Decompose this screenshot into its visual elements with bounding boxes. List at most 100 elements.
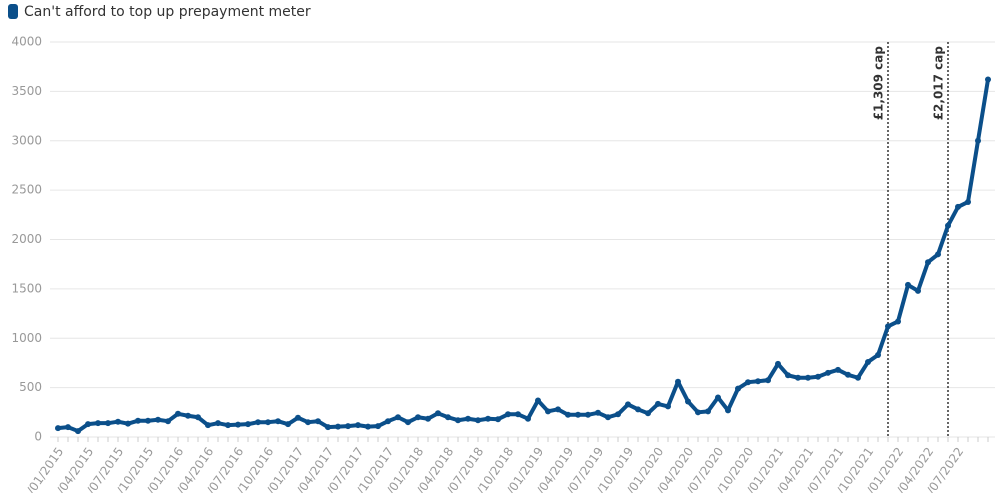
point: [185, 412, 191, 419]
cap-label: £2,017 cap: [932, 46, 946, 121]
point: [225, 422, 231, 429]
point: [665, 403, 671, 410]
point: [315, 418, 321, 425]
cap-label: £1,309 cap: [872, 46, 886, 121]
point: [865, 358, 871, 365]
point: [505, 411, 511, 418]
point: [445, 414, 451, 421]
point: [265, 419, 271, 426]
point: [895, 318, 901, 325]
y-tick-label: 1500: [11, 281, 42, 295]
point: [455, 417, 461, 424]
point: [535, 397, 541, 404]
point: [165, 418, 171, 425]
point: [145, 417, 151, 424]
legend-label: Can't afford to top up prepayment meter: [24, 4, 311, 20]
point: [655, 400, 661, 407]
point: [105, 420, 111, 427]
point: [855, 374, 861, 381]
point: [375, 423, 381, 430]
point: [355, 422, 361, 429]
point: [345, 423, 351, 430]
point: [85, 421, 91, 428]
y-tick-label: 500: [19, 380, 42, 394]
point: [65, 424, 71, 431]
point: [825, 369, 831, 376]
point: [515, 411, 521, 418]
point: [255, 419, 261, 426]
point: [675, 378, 681, 385]
point: [945, 222, 951, 229]
point: [925, 259, 931, 266]
point: [525, 415, 531, 422]
point: [625, 401, 631, 408]
point: [385, 418, 391, 425]
point: [305, 419, 311, 426]
point: [245, 421, 251, 428]
point: [365, 423, 371, 430]
point: [815, 373, 821, 380]
point: [695, 409, 701, 416]
point: [795, 374, 801, 381]
point: [935, 251, 941, 258]
point: [75, 428, 81, 435]
point: [705, 408, 711, 415]
point: [975, 137, 981, 144]
point: [905, 281, 911, 288]
point: [155, 416, 161, 423]
point: [885, 323, 891, 330]
point: [565, 411, 571, 418]
point: [125, 420, 131, 427]
point: [235, 421, 241, 428]
point: [275, 418, 281, 425]
point: [195, 414, 201, 421]
point: [635, 406, 641, 413]
point: [745, 379, 751, 386]
point: [835, 366, 841, 373]
point: [95, 420, 101, 427]
y-tick-label: 0: [34, 430, 42, 444]
point: [405, 419, 411, 426]
point: [775, 360, 781, 367]
series-line: [57, 79, 990, 434]
point: [595, 409, 601, 416]
point: [115, 418, 121, 425]
point: [325, 424, 331, 431]
y-tick-label: 3000: [11, 133, 42, 147]
point: [545, 408, 551, 415]
point: [685, 398, 691, 405]
point: [285, 421, 291, 428]
point: [875, 352, 881, 359]
point: [425, 415, 431, 422]
point: [785, 372, 791, 379]
point: [965, 198, 971, 205]
point: [605, 414, 611, 421]
point: [805, 374, 811, 381]
point: [135, 417, 141, 424]
point: [725, 407, 731, 414]
point: [415, 414, 421, 421]
point: [575, 411, 581, 418]
point: [485, 415, 491, 422]
point: [475, 417, 481, 424]
y-tick-label: 2000: [11, 232, 42, 246]
point: [985, 76, 991, 83]
point: [55, 425, 61, 432]
point: [215, 420, 221, 427]
point: [555, 406, 561, 413]
point: [915, 287, 921, 294]
legend-swatch: [8, 4, 18, 19]
point: [395, 414, 401, 421]
y-tick-label: 4000: [11, 35, 42, 49]
point: [615, 411, 621, 418]
point: [645, 410, 651, 417]
point: [955, 203, 961, 210]
point: [435, 410, 441, 417]
y-tick-label: 3500: [11, 84, 42, 98]
point: [755, 378, 761, 385]
point: [295, 414, 301, 421]
point: [585, 411, 591, 418]
point: [765, 377, 771, 384]
point: [495, 416, 501, 423]
